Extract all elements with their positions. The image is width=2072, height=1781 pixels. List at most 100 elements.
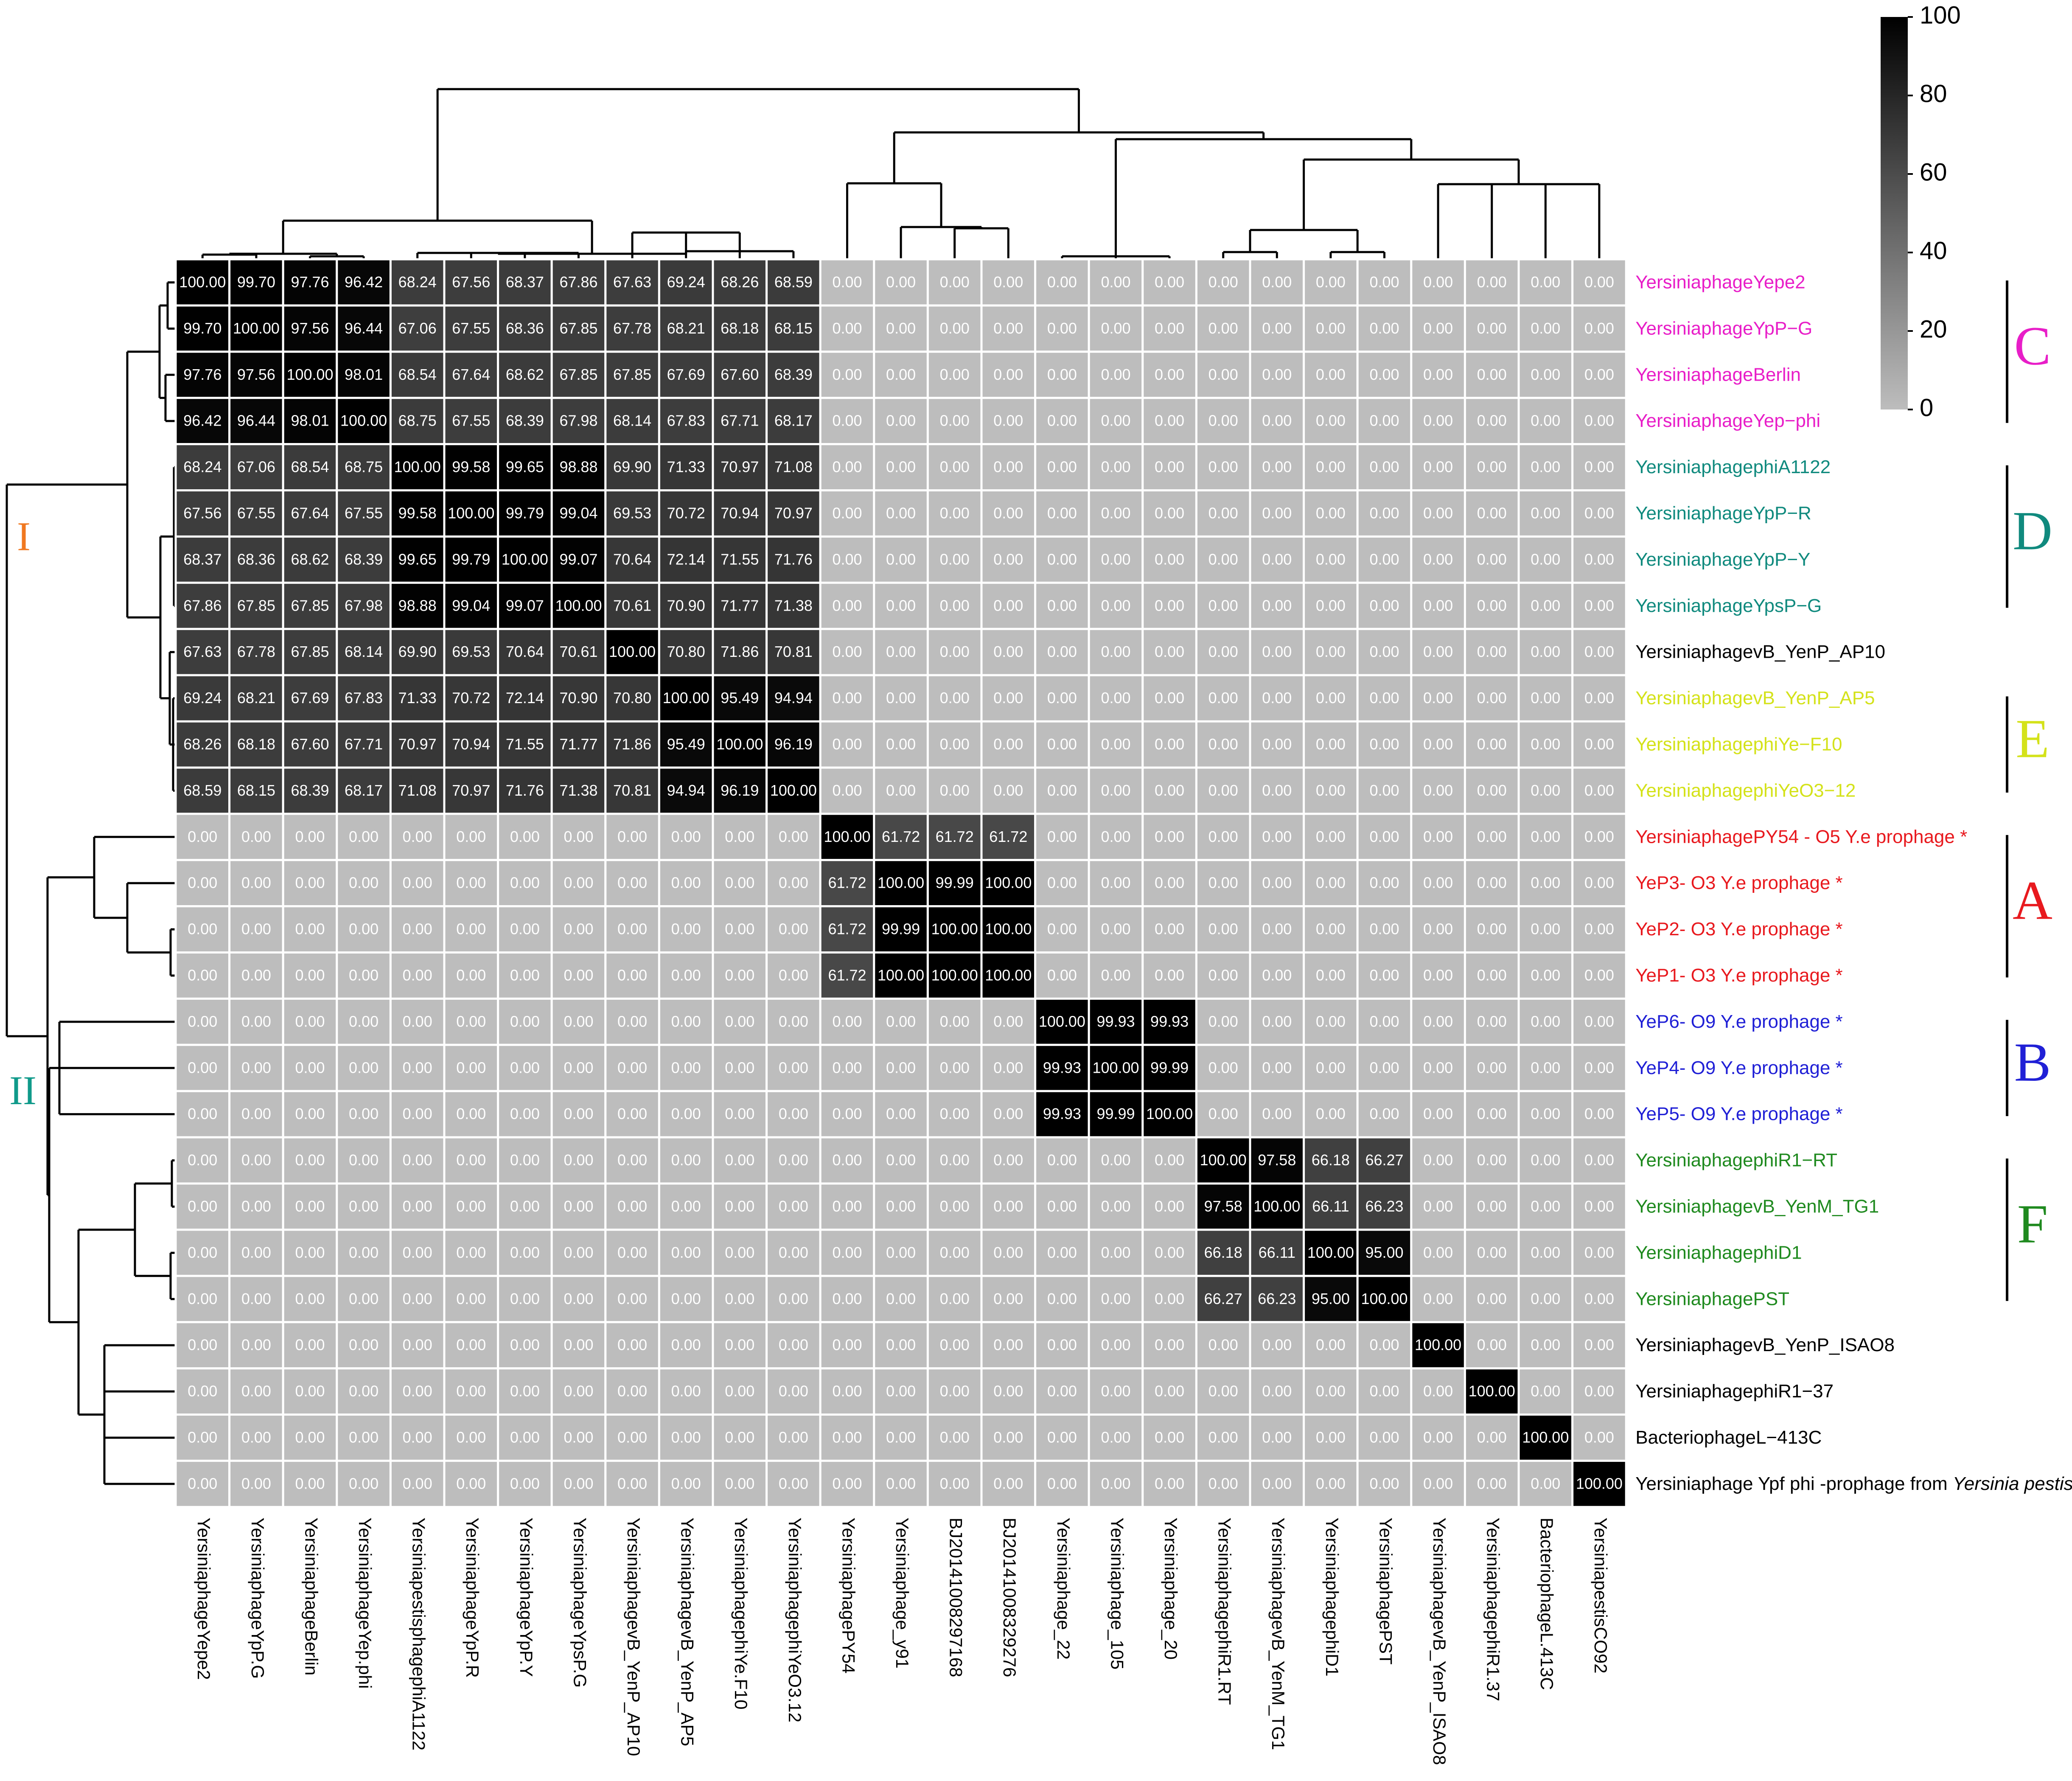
heatmap-cell xyxy=(228,859,284,908)
group-label: I xyxy=(17,513,31,559)
heatmap-cell xyxy=(712,1228,768,1277)
heatmap-cell xyxy=(1249,1275,1305,1324)
heatmap-cell xyxy=(336,1182,392,1231)
column-label: YersiniaphagevB_YenP_AP10 xyxy=(624,1517,644,1756)
cell-value-label: 0.00 xyxy=(1531,366,1560,383)
heatmap-cell xyxy=(1464,1459,1520,1508)
cell-value-label: 0.00 xyxy=(1369,458,1399,476)
cell-value-label: 0.00 xyxy=(241,1475,271,1492)
cell-value-label: 0.00 xyxy=(671,1475,701,1492)
heatmap-cell xyxy=(1088,1367,1144,1416)
heatmap-cell xyxy=(336,304,392,353)
cell-value-label: 0.00 xyxy=(886,597,916,614)
cell-value-label: 0.00 xyxy=(564,1244,593,1261)
cell-value-label: 0.00 xyxy=(832,1013,862,1030)
cell-value-label: 66.18 xyxy=(1204,1244,1242,1261)
heatmap-cell xyxy=(1141,1136,1197,1185)
heatmap-cell xyxy=(980,720,1037,769)
cell-value-label: 0.00 xyxy=(295,1198,325,1215)
cell-value-label: 0.00 xyxy=(1531,1059,1560,1076)
cell-value-label: 0.00 xyxy=(1155,966,1184,984)
cell-value-label: 0.00 xyxy=(1047,504,1077,522)
cell-value-label: 0.00 xyxy=(1262,273,1292,291)
heatmap-cell xyxy=(1410,1136,1466,1185)
cell-value-label: 67.55 xyxy=(452,320,490,337)
cell-value-label: 99.04 xyxy=(559,504,597,522)
cell-value-label: 0.00 xyxy=(617,1475,647,1492)
cell-value-label: 0.00 xyxy=(349,1244,379,1261)
cell-value-label: 0.00 xyxy=(993,782,1023,799)
cell-value-label: 0.00 xyxy=(1531,782,1560,799)
cell-value-label: 0.00 xyxy=(1316,597,1346,614)
heatmap-cell xyxy=(443,1090,499,1139)
heatmap-cell xyxy=(282,1321,338,1370)
row-label: YersiniaphageYpP−Y xyxy=(1635,549,1810,569)
cell-value-label: 0.00 xyxy=(1047,458,1077,476)
cell-value-label: 0.00 xyxy=(403,1336,432,1354)
row-label: YersiniaphagePY54 - O5 Y.e prophage * xyxy=(1635,826,1967,847)
cell-value-label: 0.00 xyxy=(1423,1244,1453,1261)
cell-value-label: 0.00 xyxy=(1477,504,1507,522)
heatmap-cell xyxy=(926,997,983,1046)
row-label: YeP6- O9 Y.e prophage * xyxy=(1635,1011,1843,1032)
row-label: YersiniaphagevB_YenP_AP5 xyxy=(1635,687,1875,708)
cell-value-label: 68.39 xyxy=(291,782,329,799)
cell-value-label: 0.00 xyxy=(403,1151,432,1169)
cell-value-label: 0.00 xyxy=(1423,920,1453,938)
cell-value-label: 0.00 xyxy=(1316,920,1346,938)
cell-value-label: 0.00 xyxy=(1369,920,1399,938)
cell-value-label: 0.00 xyxy=(617,874,647,892)
heatmap-cell xyxy=(174,1182,231,1231)
cell-value-label: 0.00 xyxy=(349,1290,379,1307)
heatmap-cell xyxy=(1464,1275,1520,1324)
heatmap-cell xyxy=(1141,628,1197,676)
heatmap-cell xyxy=(765,720,822,769)
cell-value-label: 0.00 xyxy=(1369,1336,1399,1354)
cell-value-label: 94.94 xyxy=(774,689,813,707)
cell-value-label: 0.00 xyxy=(940,735,970,753)
cell-value-label: 98.88 xyxy=(398,597,437,614)
cell-value-label: 67.86 xyxy=(559,273,597,291)
cell-value-label: 0.00 xyxy=(1531,597,1560,614)
cell-value-label: 67.85 xyxy=(291,643,329,660)
heatmap-cell xyxy=(1464,674,1520,723)
cell-value-label: 0.00 xyxy=(1423,1383,1453,1400)
cell-value-label: 99.99 xyxy=(936,874,974,892)
cell-value-label: 0.00 xyxy=(1477,366,1507,383)
cell-value-label: 0.00 xyxy=(188,1013,217,1030)
cell-value-label: 0.00 xyxy=(1423,320,1453,337)
cell-value-label: 0.00 xyxy=(295,1475,325,1492)
cell-value-label: 0.00 xyxy=(403,1290,432,1307)
heatmap-cell xyxy=(282,674,338,723)
heatmap-cell xyxy=(604,628,660,676)
cell-value-label: 0.00 xyxy=(1101,412,1130,429)
heatmap-cell xyxy=(228,397,284,446)
cell-value-label: 0.00 xyxy=(940,458,970,476)
cell-value-label: 0.00 xyxy=(1101,1151,1130,1169)
heatmap-cell xyxy=(497,1459,553,1508)
heatmap-cell xyxy=(1571,905,1627,954)
row-label: YersiniaphagephiA1122 xyxy=(1635,457,1831,477)
cell-value-label: 0.00 xyxy=(564,1151,593,1169)
cell-value-label: 0.00 xyxy=(1155,920,1184,938)
cell-value-label: 100.00 xyxy=(555,597,602,614)
row-label: YeP4- O9 Y.e prophage * xyxy=(1635,1057,1843,1078)
cell-value-label: 0.00 xyxy=(1316,412,1346,429)
cell-value-label: 0.00 xyxy=(241,1198,271,1215)
heatmap-cell xyxy=(765,766,822,815)
column-label: YersiniaphageBerlin xyxy=(301,1517,321,1675)
cell-value-label: 0.00 xyxy=(1208,1336,1238,1354)
cell-value-label: 70.97 xyxy=(774,504,813,522)
cell-value-label: 0.00 xyxy=(779,1198,808,1215)
heatmap-cell xyxy=(389,1136,446,1185)
heatmap-cell xyxy=(1088,1459,1144,1508)
cell-value-label: 0.00 xyxy=(1316,1105,1346,1122)
cell-value-label: 0.00 xyxy=(779,966,808,984)
cell-value-label: 71.33 xyxy=(398,689,437,707)
cell-value-label: 0.00 xyxy=(1208,366,1238,383)
cell-value-label: 0.00 xyxy=(295,1151,325,1169)
cell-value-label: 0.00 xyxy=(1208,458,1238,476)
heatmap-cell xyxy=(658,1228,714,1277)
heatmap-cell xyxy=(980,1090,1037,1139)
heatmap-cell xyxy=(389,951,446,1000)
